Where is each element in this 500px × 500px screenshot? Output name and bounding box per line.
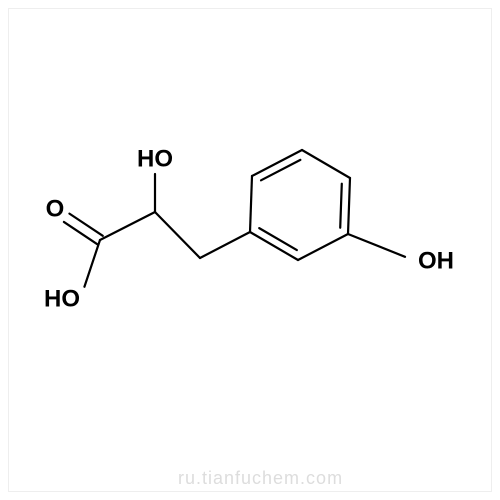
atom-label: HO	[137, 145, 173, 172]
molecule-diagram: O HO HO OH	[0, 0, 500, 500]
atom-label: HO	[44, 285, 80, 312]
watermark-text: ru.tianfuchem.com	[178, 468, 343, 489]
atom-label: OH	[418, 247, 454, 274]
atom-label: O	[46, 195, 65, 222]
